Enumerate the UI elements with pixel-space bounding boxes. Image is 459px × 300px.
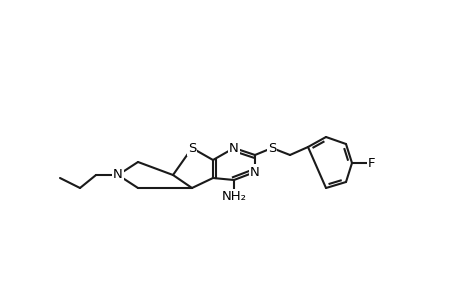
Text: N: N — [113, 169, 123, 182]
Text: S: S — [187, 142, 196, 154]
Text: N: N — [229, 142, 238, 154]
Text: NH₂: NH₂ — [221, 190, 246, 203]
Text: F: F — [368, 157, 375, 169]
Text: N: N — [250, 166, 259, 178]
Text: S: S — [267, 142, 275, 154]
